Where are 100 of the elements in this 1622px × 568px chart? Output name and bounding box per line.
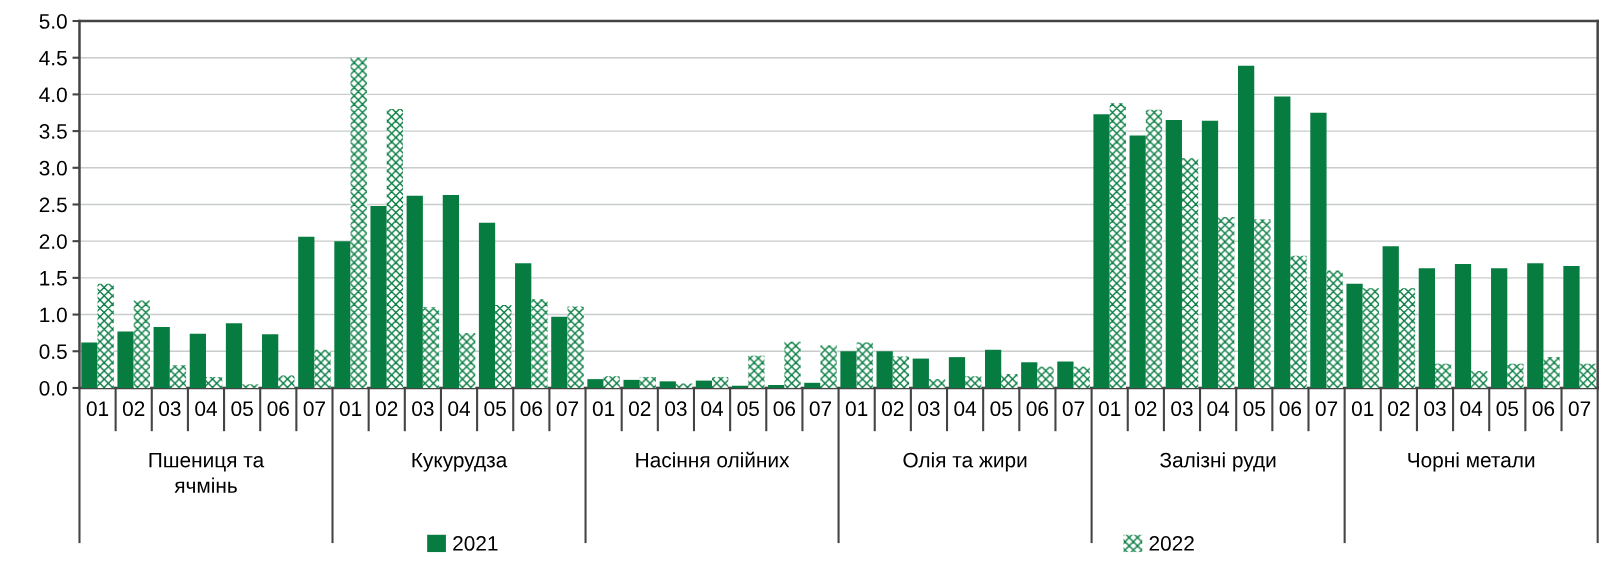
- bar: [531, 299, 548, 388]
- bar: [912, 358, 929, 388]
- bar: [406, 195, 423, 388]
- bar: [242, 384, 259, 388]
- y-tick-label: 1.5: [40, 271, 67, 286]
- bar: [1021, 362, 1038, 388]
- bar: [840, 351, 857, 388]
- x-tick-label: 05: [1496, 401, 1519, 417]
- x-tick-label: 01: [339, 401, 362, 417]
- x-tick-label: 01: [1098, 401, 1121, 417]
- x-tick-label: 07: [1062, 401, 1085, 417]
- y-tick-label: 2.5: [39, 197, 67, 213]
- x-tick-label: 02: [1388, 401, 1410, 417]
- bar: [1435, 363, 1452, 388]
- bar: [1527, 263, 1544, 388]
- bar: [81, 342, 98, 388]
- bar: [1129, 135, 1146, 388]
- bar: [965, 376, 982, 388]
- x-tick-label: 06: [1026, 401, 1049, 417]
- y-tick-label: 3.5: [39, 124, 67, 139]
- bar: [1109, 103, 1126, 388]
- bar: [639, 376, 657, 388]
- x-tick-label: 05: [1243, 401, 1265, 417]
- bar: [97, 283, 114, 388]
- y-tick-label: 4.0: [39, 87, 67, 103]
- bar: [784, 341, 801, 388]
- legend-label: 2021: [453, 536, 498, 551]
- x-tick-label: 06: [1279, 401, 1302, 417]
- x-tick-label: 04: [448, 401, 470, 417]
- x-tick-label: 07: [303, 401, 325, 417]
- y-tick-label: 2.0: [39, 234, 67, 249]
- bar: [984, 349, 1002, 388]
- bar: [587, 379, 604, 388]
- bar: [659, 381, 676, 388]
- x-tick-label: 03: [665, 401, 687, 417]
- bar: [820, 345, 837, 388]
- bar: [856, 342, 873, 388]
- bar: [334, 241, 351, 388]
- x-tick-label: 02: [882, 401, 904, 417]
- x-tick-label: 04: [195, 401, 217, 417]
- y-tick-label: 3.0: [39, 160, 67, 176]
- x-tick-label: 04: [701, 401, 724, 417]
- bar: [1563, 266, 1580, 388]
- bar: [748, 355, 765, 388]
- bar: [1093, 114, 1110, 388]
- x-tick-label: 03: [1171, 401, 1193, 417]
- x-tick-label: 06: [267, 401, 289, 417]
- bar: [1382, 246, 1399, 388]
- bar: [459, 332, 476, 388]
- x-tick-label: 01: [845, 401, 868, 417]
- x-tick-label: 06: [1532, 401, 1555, 417]
- bar: [1181, 158, 1199, 388]
- bar: [768, 385, 785, 388]
- bar: [1073, 366, 1090, 388]
- bar: [948, 357, 966, 388]
- y-tick-label: 0.0: [39, 380, 67, 396]
- bar: [551, 316, 568, 388]
- x-tick-label: 07: [1568, 401, 1591, 417]
- bar: [205, 376, 223, 388]
- bar: [1254, 219, 1271, 388]
- bar: [1201, 120, 1219, 388]
- bar: [262, 334, 279, 388]
- bar: [1290, 255, 1307, 388]
- bar: [117, 331, 134, 388]
- x-tick-label: 06: [773, 401, 796, 417]
- x-tick-label: 01: [86, 401, 109, 417]
- x-tick-label: 05: [737, 401, 759, 417]
- text: Залізні руди: [1160, 452, 1276, 472]
- bar: [1471, 371, 1488, 388]
- bar: [225, 323, 243, 388]
- bar: [370, 205, 387, 388]
- text: Пшениця та ячмінь: [149, 452, 265, 493]
- bar: [603, 376, 620, 388]
- x-tick-label: 05: [231, 401, 253, 417]
- bar: [1037, 366, 1054, 388]
- x-tick-label: 02: [122, 401, 145, 417]
- x-tick-label: 02: [375, 401, 398, 417]
- text: Чорні метали: [1408, 452, 1535, 472]
- y-tick-label: 1.0: [40, 307, 67, 323]
- bar: [1579, 363, 1596, 388]
- bar: [1454, 263, 1472, 388]
- x-tick-label: 03: [918, 401, 940, 417]
- x-tick-label: 02: [1135, 401, 1157, 417]
- y-tick-label: 0.5: [39, 344, 67, 360]
- bar: [1218, 216, 1235, 388]
- x-tick-label: 07: [809, 401, 832, 417]
- bar: [1346, 283, 1363, 388]
- x-tick-label: 03: [412, 401, 434, 417]
- bar: [876, 351, 893, 388]
- bar: [350, 57, 367, 388]
- bar: [1001, 374, 1018, 388]
- bar: [133, 300, 150, 388]
- x-tick-label: 04: [1207, 401, 1230, 417]
- x-tick-label: 07: [1315, 401, 1338, 417]
- bar: [1362, 288, 1379, 388]
- bar: [892, 356, 910, 388]
- bar: [386, 109, 403, 388]
- x-tick-label: 04: [1460, 401, 1483, 417]
- bar: [1310, 112, 1327, 388]
- x-tick-label: 04: [954, 401, 977, 417]
